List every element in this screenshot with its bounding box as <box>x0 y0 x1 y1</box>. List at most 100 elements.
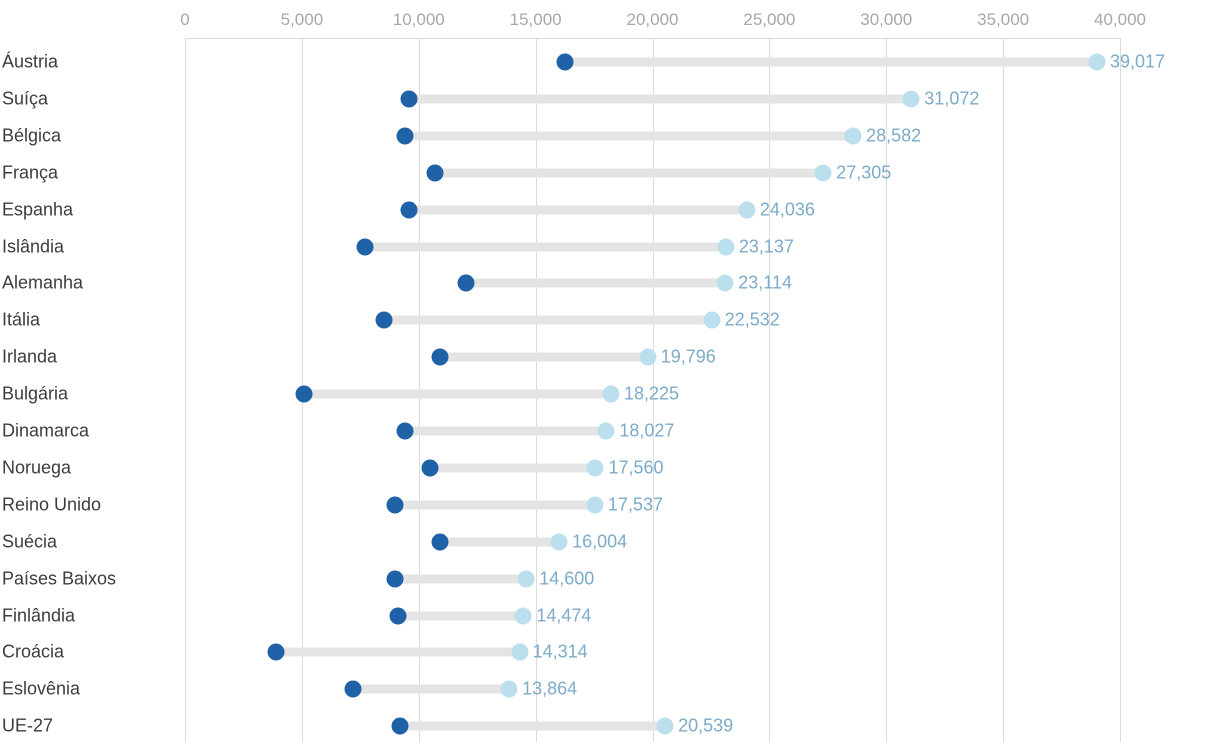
start-dot <box>386 496 404 514</box>
gridline <box>769 38 771 742</box>
axis-tick-label: 30,000 <box>860 10 913 29</box>
category-label: Espanha <box>2 199 74 220</box>
category-label: Itália <box>2 309 41 330</box>
category-label: Dinamarca <box>2 420 90 441</box>
end-dot <box>514 607 532 624</box>
gridline <box>886 38 888 742</box>
end-dot <box>586 496 604 514</box>
value-label: 16,004 <box>572 531 628 552</box>
category-label: Suíça <box>2 88 49 109</box>
gridline <box>652 38 654 742</box>
connector-bar <box>395 574 527 584</box>
value-label: 27,305 <box>836 162 892 183</box>
connector-bar <box>409 94 912 104</box>
connector-bar <box>400 721 666 731</box>
value-label: 18,027 <box>619 420 675 441</box>
axis-tick-label: 40,000 <box>1094 10 1146 29</box>
value-label: 17,537 <box>607 494 663 515</box>
connector-bar <box>439 352 648 362</box>
axis-line <box>185 38 1120 39</box>
start-dot <box>400 201 418 219</box>
gridline <box>185 38 186 742</box>
axis-tick-label: 20,000 <box>626 10 679 29</box>
start-dot <box>375 311 393 329</box>
connector-bar <box>353 684 510 694</box>
end-dot <box>1088 53 1106 71</box>
connector-bar <box>276 647 520 657</box>
connector-bar <box>564 57 1098 67</box>
axis-tick-label: 0 <box>180 10 190 29</box>
start-dot <box>391 717 409 735</box>
value-label: 18,225 <box>624 383 680 404</box>
connector-bar <box>465 278 726 288</box>
end-dot <box>717 238 735 255</box>
start-dot <box>556 53 574 71</box>
start-dot <box>426 164 444 182</box>
end-dot <box>716 274 734 292</box>
start-dot <box>389 607 407 624</box>
end-dot <box>586 459 604 477</box>
connector-bar <box>397 611 524 620</box>
value-label: 23,114 <box>738 272 792 293</box>
value-label: 24,036 <box>759 199 815 220</box>
value-label: 14,314 <box>532 641 588 662</box>
connector-bar <box>395 500 595 510</box>
connector-bar <box>430 463 596 473</box>
value-label: 14,600 <box>539 568 595 589</box>
start-dot <box>295 385 313 403</box>
end-dot <box>656 717 674 735</box>
start-dot <box>386 570 404 588</box>
category-label: Eslovênia <box>2 678 81 699</box>
gridline <box>1120 38 1121 742</box>
end-dot <box>550 533 568 551</box>
category-label: Alemanha <box>2 272 84 293</box>
end-dot <box>517 570 535 588</box>
start-dot <box>421 459 439 477</box>
start-dot <box>457 274 474 292</box>
connector-bar <box>439 537 560 547</box>
axis-tick-label: 25,000 <box>743 10 796 29</box>
start-dot <box>431 348 449 366</box>
value-label: 13,864 <box>522 678 578 699</box>
axis-tick-label: 15,000 <box>509 10 562 29</box>
category-label: Suécia <box>2 531 58 552</box>
value-label: 17,560 <box>608 457 664 478</box>
value-label: 19,796 <box>660 346 716 367</box>
connector-bar <box>364 242 726 251</box>
value-label: 14,474 <box>536 605 592 625</box>
end-dot <box>500 680 518 698</box>
end-dot <box>602 385 620 403</box>
value-label: 28,582 <box>866 125 922 146</box>
connector-bar <box>404 426 607 436</box>
end-dot <box>597 422 615 440</box>
category-label: UE-27 <box>2 715 54 736</box>
start-dot <box>344 680 362 698</box>
category-label: Bélgica <box>2 125 62 146</box>
end-dot <box>902 90 920 108</box>
value-label: 31,072 <box>924 88 980 109</box>
connector-bar <box>404 131 854 141</box>
end-dot <box>511 643 529 661</box>
category-label: Islândia <box>2 236 65 256</box>
gridline <box>1003 38 1005 742</box>
connector-bar <box>383 315 712 325</box>
end-dot <box>639 348 657 366</box>
value-label: 22,532 <box>724 309 780 330</box>
end-dot <box>738 201 756 219</box>
axis-tick-label: 35,000 <box>977 10 1030 29</box>
category-label: Croácia <box>2 641 65 662</box>
value-label: 20,539 <box>678 715 734 736</box>
axis-tick-label: 10,000 <box>392 10 445 29</box>
value-label: 23,137 <box>738 236 794 256</box>
start-dot <box>400 90 418 108</box>
start-dot <box>396 422 414 440</box>
end-dot <box>844 127 862 145</box>
axis-tick-label: 5,000 <box>280 10 324 29</box>
start-dot <box>431 533 449 551</box>
value-label: 39,017 <box>1110 51 1166 72</box>
end-dot <box>703 311 721 329</box>
category-label: Finlândia <box>2 605 76 625</box>
category-label: Reino Unido <box>2 494 102 515</box>
connector-bar <box>409 205 747 215</box>
